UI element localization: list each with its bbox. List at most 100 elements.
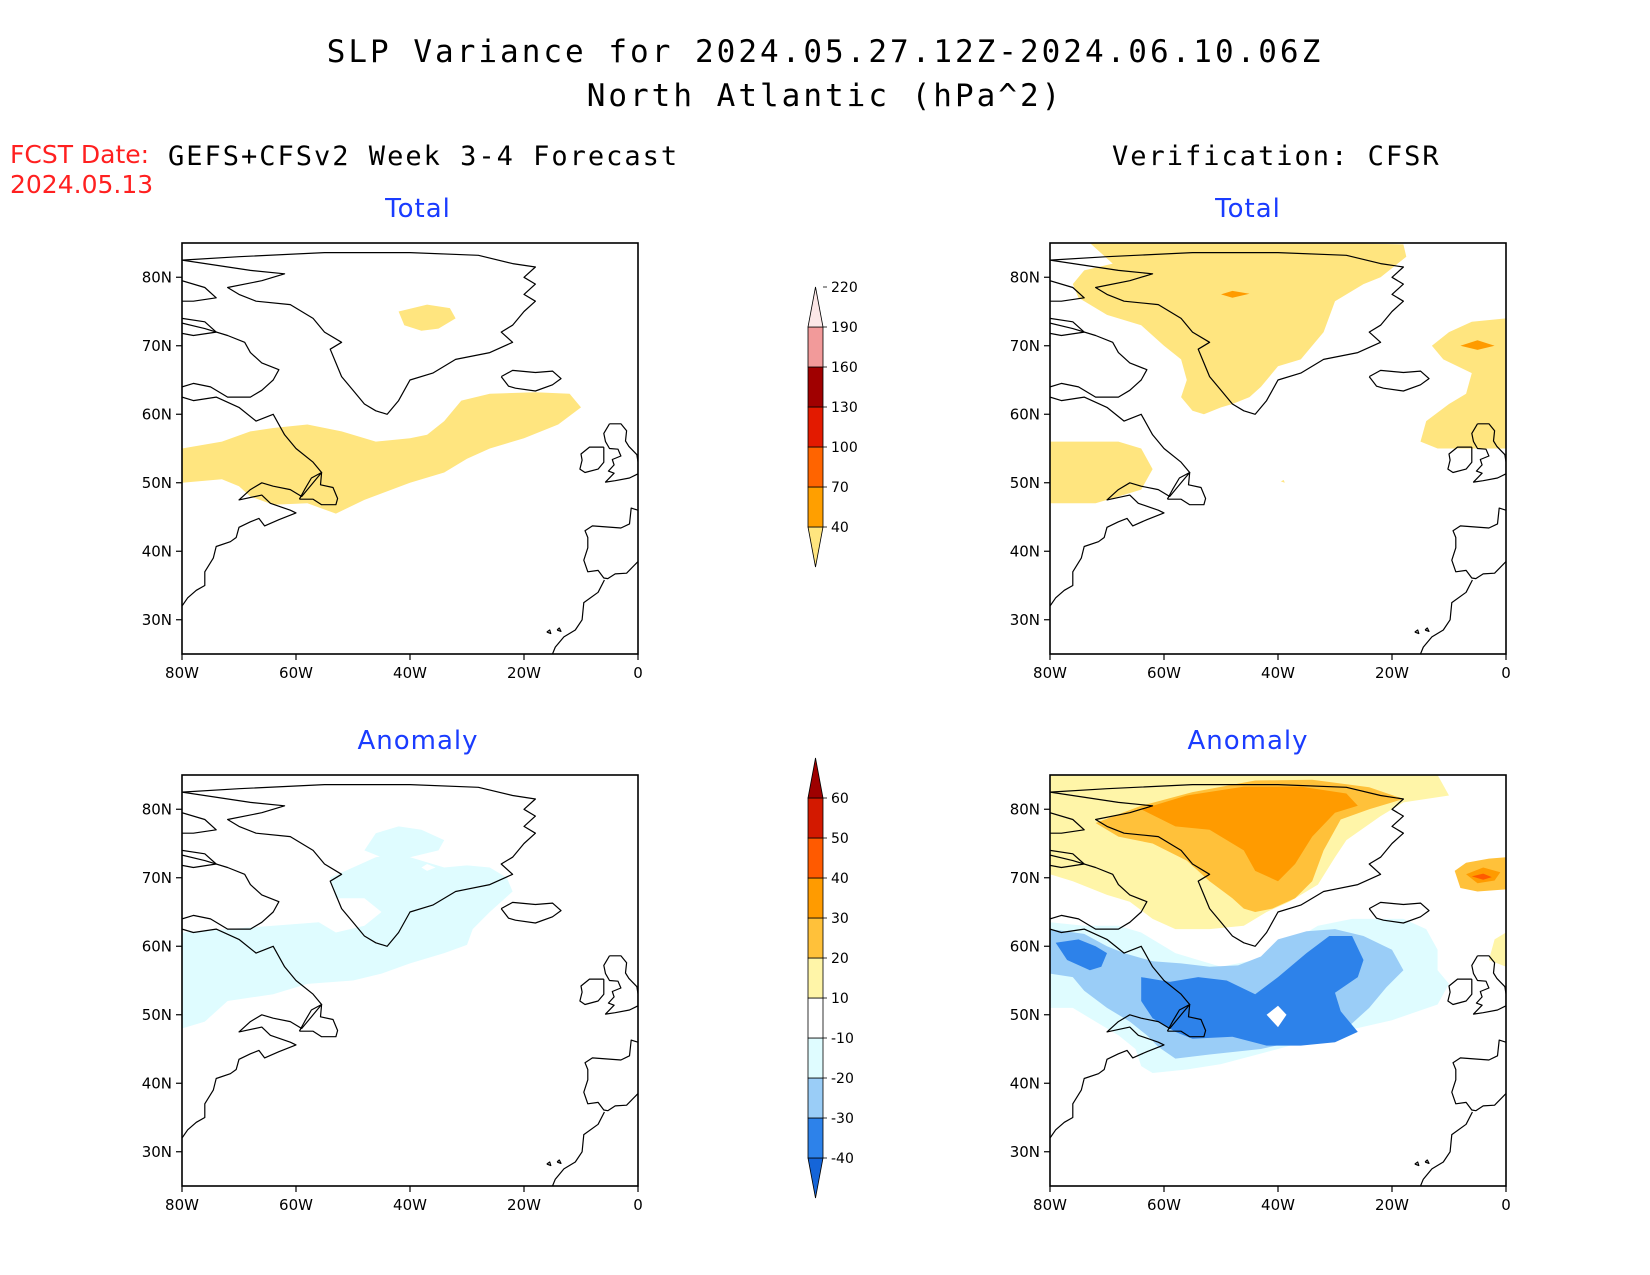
lat-tick-label: 40N <box>142 542 172 560</box>
lat-tick-label: 30N <box>1010 611 1040 629</box>
coastline <box>1419 579 1473 654</box>
coastline <box>556 627 562 633</box>
coastline <box>298 1003 339 1038</box>
shaded-region <box>1460 340 1495 350</box>
colorbar-anomaly: -40 -30 -20 -10 10 20 30 40 50 60 <box>807 757 854 1199</box>
colorbar-label: 20 <box>831 951 849 967</box>
coastline <box>1451 1039 1506 1112</box>
coastline <box>1451 507 1506 580</box>
shaded-region <box>182 392 581 514</box>
shaded-region <box>1420 318 1506 449</box>
coastline <box>546 629 552 635</box>
coastline <box>182 812 217 834</box>
lon-tick-label: 0 <box>633 1196 643 1214</box>
coastline <box>182 783 537 947</box>
coastline <box>182 928 323 1139</box>
colorbar-swatch <box>807 406 824 448</box>
shaded-region <box>1221 290 1250 298</box>
right-column-title: Verification: CFSR <box>1112 141 1441 172</box>
colorbar-swatch <box>807 1157 824 1199</box>
lon-tick-label: 60W <box>279 1196 313 1214</box>
shaded-region <box>1050 441 1153 504</box>
lat-tick-label: 60N <box>1010 937 1040 955</box>
lat-tick-label: 70N <box>1010 869 1040 887</box>
colorbar-label: -40 <box>831 1151 854 1167</box>
colorbar-label: 60 <box>831 791 849 807</box>
colorbar-swatch <box>807 917 824 959</box>
colorbar-swatch <box>807 486 824 528</box>
colorbar-label: 40 <box>831 520 849 536</box>
lat-tick-label: 50N <box>1010 474 1040 492</box>
shaded-region <box>1488 932 1506 967</box>
lon-tick-label: 0 <box>1501 1196 1511 1214</box>
colorbar-swatch <box>807 1117 824 1159</box>
map-panel-verification-total: 80W 60W 40W 20W 0 80N 70N 60N 50N 40N 30N <box>1010 242 1511 682</box>
coastline <box>182 854 280 930</box>
coastline <box>1050 396 1191 607</box>
coastline <box>500 901 562 924</box>
coastline <box>182 396 323 607</box>
shaded-region <box>1280 480 1285 483</box>
lat-tick-label: 40N <box>1010 542 1040 560</box>
lon-tick-label: 40W <box>1261 664 1295 682</box>
colorbar-label: 190 <box>831 320 858 336</box>
colorbar-swatch <box>807 957 824 999</box>
coastline <box>556 1159 562 1165</box>
lon-tick-label: 40W <box>393 664 427 682</box>
coastline <box>1050 812 1085 834</box>
coastline <box>546 1161 552 1167</box>
coastline <box>551 1111 605 1186</box>
coastline <box>1166 1003 1207 1038</box>
coastline <box>579 978 605 1006</box>
colorbar-label: 100 <box>831 440 858 456</box>
lat-tick-label: 60N <box>142 937 172 955</box>
lon-tick-label: 40W <box>1261 1196 1295 1214</box>
coastline <box>1368 901 1430 924</box>
coastline <box>551 579 605 654</box>
lon-tick-label: 40W <box>393 1196 427 1214</box>
lat-tick-label: 60N <box>142 405 172 423</box>
fcst-date-value: 2024.05.13 <box>10 170 154 199</box>
colorbar-label: 70 <box>831 480 849 496</box>
panel-subtitle-verification-total: Total <box>1215 194 1281 224</box>
lon-tick-label: 20W <box>1375 664 1409 682</box>
lon-tick-label: 20W <box>1375 1196 1409 1214</box>
panel-subtitle-verification-anomaly: Anomaly <box>1187 726 1309 756</box>
lat-tick-label: 70N <box>1010 337 1040 355</box>
colorbar-label: -10 <box>831 1031 854 1047</box>
lat-tick-label: 30N <box>142 1143 172 1161</box>
coastline <box>1414 1161 1420 1167</box>
left-column-title: GEFS+CFSv2 Week 3-4 Forecast <box>168 141 680 172</box>
coastline <box>1050 928 1191 1139</box>
coastline <box>603 423 638 483</box>
lat-tick-label: 50N <box>142 1006 172 1024</box>
lat-tick-label: 80N <box>1010 800 1040 818</box>
colorbar-swatch <box>807 997 824 1039</box>
colorbar-label: 50 <box>831 831 849 847</box>
coastline <box>500 369 562 392</box>
colorbar-swatch <box>807 526 824 568</box>
shaded-region <box>1072 243 1407 415</box>
shaded-region <box>182 853 513 1029</box>
lon-tick-label: 0 <box>633 664 643 682</box>
lat-tick-label: 70N <box>142 869 172 887</box>
main-subtitle: North Atlantic (hPa^2) <box>586 78 1064 114</box>
lat-tick-label: 30N <box>142 611 172 629</box>
map-panel-verification-anomaly: 80W 60W 40W 20W 0 80N 70N 60N 50N 40N 30N <box>1010 774 1511 1214</box>
lat-tick-label: 80N <box>142 800 172 818</box>
coastline <box>579 446 605 474</box>
map-panel-forecast-total: 80W 60W 40W 20W 0 80N 70N 60N 50N 40N 30N <box>142 242 643 682</box>
coastline <box>182 252 537 415</box>
shaded-region <box>1055 939 1107 971</box>
coastline <box>1050 322 1148 398</box>
lat-tick-label: 60N <box>1010 405 1040 423</box>
coastline <box>1447 978 1473 1006</box>
panel-subtitle-forecast-total: Total <box>385 194 451 224</box>
coastline <box>1471 955 1506 1015</box>
coastline <box>1050 854 1148 930</box>
colorbar-total: 40 70 100 130 160 190 220 <box>807 280 858 568</box>
colorbar-label: 30 <box>831 911 849 927</box>
map-panel-forecast-anomaly: 80W 60W 40W 20W 0 80N 70N 60N 50N 40N 30N <box>142 774 643 1214</box>
coastline <box>298 471 339 506</box>
